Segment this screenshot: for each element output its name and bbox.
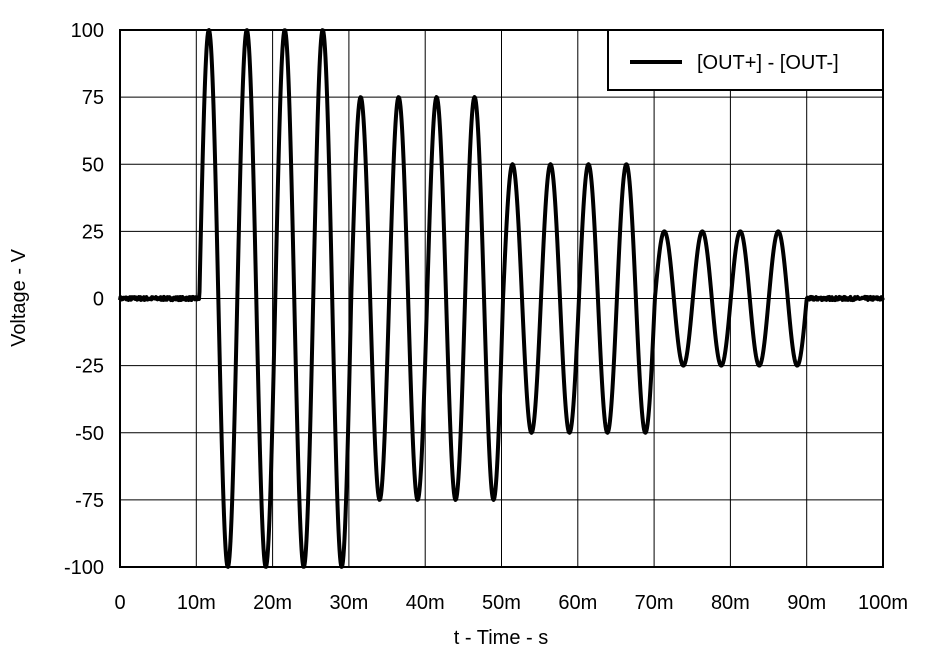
series-line-out-diff <box>118 28 885 569</box>
x-tick-label: 70m <box>635 592 674 614</box>
y-tick-labels: 100 75 50 25 0 -25 -50 -75 -100 <box>64 20 104 579</box>
y-tick-label: -100 <box>64 557 104 579</box>
x-tick-label: 30m <box>329 592 368 614</box>
y-tick-label: 25 <box>82 221 104 243</box>
y-tick-label: 100 <box>71 20 104 42</box>
y-tick-label: -75 <box>75 490 104 512</box>
y-tick-label: -50 <box>75 423 104 445</box>
y-tick-label: -25 <box>75 356 104 378</box>
x-tick-label: 40m <box>406 592 445 614</box>
y-tick-label: 50 <box>82 154 104 176</box>
y-tick-label: 0 <box>93 289 104 311</box>
x-tick-label: 50m <box>482 592 521 614</box>
x-tick-label: 60m <box>558 592 597 614</box>
y-tick-label: 75 <box>82 87 104 109</box>
x-tick-label: 100m <box>858 592 908 614</box>
y-axis-title: Voltage - V <box>8 248 30 347</box>
x-tick-labels: 0 10m 20m 30m 40m 50m 60m 70m 80m 90m 100m <box>114 592 908 614</box>
x-tick-label: 10m <box>177 592 216 614</box>
x-tick-label: 0 <box>114 592 125 614</box>
legend-label: [OUT+] - [OUT-] <box>697 52 839 74</box>
legend: [OUT+] - [OUT-] <box>607 29 884 91</box>
x-tick-label: 20m <box>253 592 292 614</box>
x-axis-title: t - Time - s <box>454 627 548 649</box>
x-tick-label: 90m <box>787 592 826 614</box>
x-tick-label: 80m <box>711 592 750 614</box>
